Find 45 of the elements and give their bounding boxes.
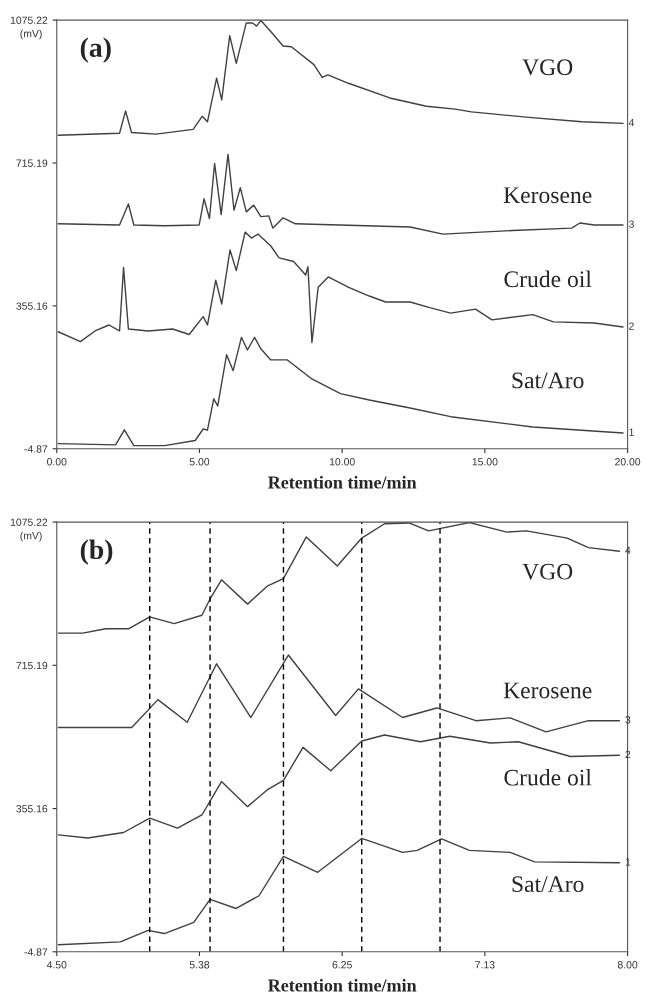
series-label: VGO xyxy=(522,563,573,580)
line-series xyxy=(57,837,621,946)
y-tick-label: -4.87 xyxy=(24,948,48,956)
line-series xyxy=(57,522,621,634)
x-tick-label: 0.00 xyxy=(47,458,67,466)
text: 3 xyxy=(628,220,634,228)
y-tick-label: -4.87 xyxy=(24,445,48,453)
x-tick-label: 8.00 xyxy=(617,961,638,969)
series-label: Sat/Aro xyxy=(512,372,584,389)
series-label: Crude oil xyxy=(504,270,592,288)
series-label: Kerosene xyxy=(503,187,592,204)
x-tick-label: 4.50 xyxy=(46,961,67,969)
series-label: Sat/Aro xyxy=(512,876,584,893)
x-tick-label: 5.38 xyxy=(189,961,210,969)
text: (a) xyxy=(80,37,111,63)
line-series xyxy=(57,654,621,733)
y-tick-label: 355.16 xyxy=(16,302,48,310)
line-series xyxy=(57,20,624,136)
line-series xyxy=(57,734,621,839)
x-tick-label: 5.00 xyxy=(189,458,210,466)
x-tick-label: 7.13 xyxy=(475,961,495,969)
x-tick-label: 6.25 xyxy=(332,961,352,969)
series-label: Kerosene xyxy=(503,682,592,699)
y-tick-label: 715.19 xyxy=(16,159,48,167)
x-axis-title: Retention time/min xyxy=(268,475,417,489)
series-label: Crude oil xyxy=(504,768,592,786)
y-axis-title: (mV) xyxy=(20,531,42,542)
line-series xyxy=(57,231,624,344)
line-series xyxy=(57,153,624,235)
series-label: VGO xyxy=(522,59,573,76)
text: 1 xyxy=(629,428,634,436)
y-tick-label: 355.16 xyxy=(16,805,48,813)
y-tick-label: 1075.22 xyxy=(10,16,48,24)
x-tick-label: 20.00 xyxy=(615,458,641,466)
x-tick-label: 10.00 xyxy=(329,458,355,466)
text: 2 xyxy=(629,322,634,330)
text: 4 xyxy=(628,118,635,127)
y-axis-title: (mV) xyxy=(20,29,42,40)
y-tick-label: 1075.22 xyxy=(10,518,48,526)
y-tick-label: 715.19 xyxy=(16,661,48,670)
x-tick-label: 15.00 xyxy=(472,458,498,466)
annotation: 1 xyxy=(625,858,631,866)
x-axis-title: Retention time/min xyxy=(268,978,417,992)
line-series xyxy=(57,336,624,447)
text: (b) xyxy=(80,539,113,565)
